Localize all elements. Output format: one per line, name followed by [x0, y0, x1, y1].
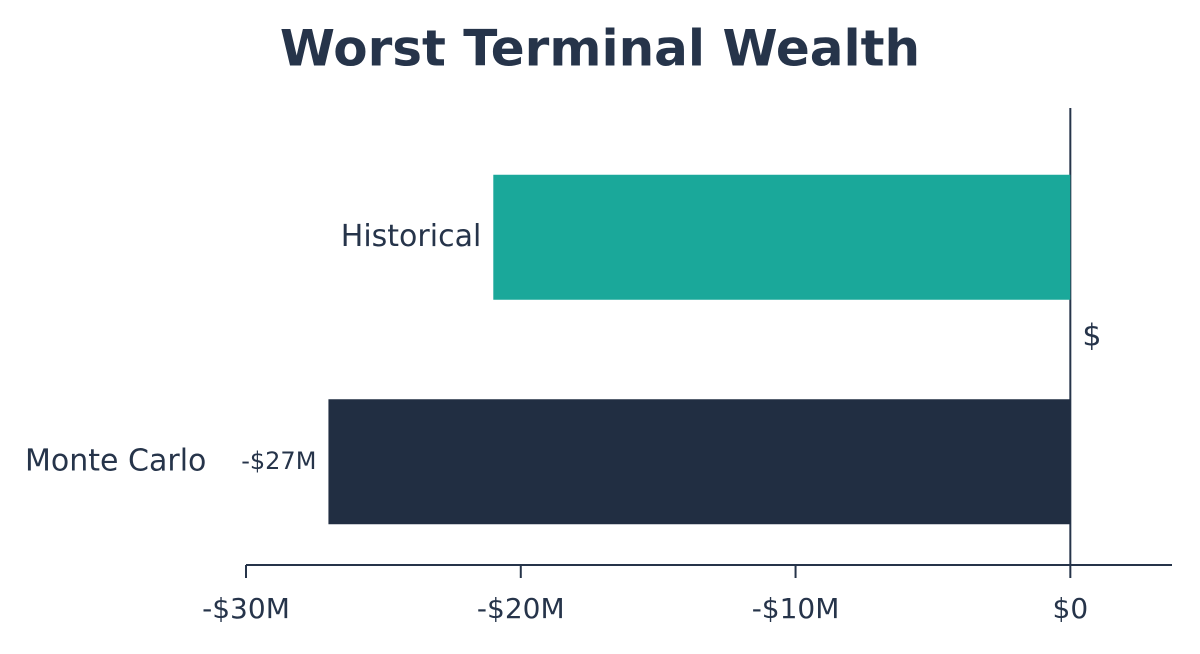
x-tick-label: $0: [1053, 592, 1089, 625]
x-tick-label: -$20M: [477, 592, 565, 625]
annotation: $: [1082, 319, 1101, 354]
bar: [328, 399, 1071, 525]
x-tick-label: -$30M: [202, 592, 290, 625]
y-tick-label: Monte Carlo: [25, 443, 206, 478]
bar: [493, 174, 1071, 300]
x-tick-label: -$10M: [752, 592, 840, 625]
y-tick-label: Historical: [341, 219, 482, 254]
value-label: -$27M: [241, 447, 316, 475]
chart-title: Worst Terminal Wealth: [280, 20, 920, 78]
